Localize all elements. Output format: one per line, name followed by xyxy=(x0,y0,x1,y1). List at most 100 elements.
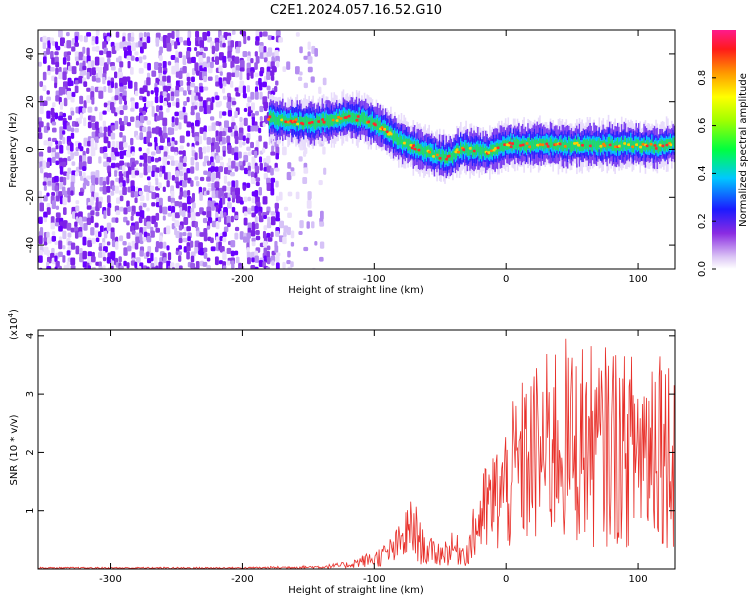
spectrogram-cell xyxy=(114,185,119,194)
spectrogram-cell xyxy=(481,146,483,159)
spectrogram-cell xyxy=(62,245,66,250)
spectrogram-cell xyxy=(146,207,150,212)
spectrogram-cell xyxy=(55,61,60,68)
spectrogram-cell xyxy=(227,157,232,164)
spectrogram-cell xyxy=(215,145,221,153)
spectrogram-cell xyxy=(170,190,175,199)
spectrogram-cell xyxy=(66,55,71,62)
spectrogram-cell xyxy=(95,66,100,72)
spectrogram-cell xyxy=(151,215,157,225)
spectrogram-cell xyxy=(90,185,95,194)
spectrogram-cell xyxy=(43,177,48,183)
spectrogram-cell xyxy=(150,156,155,162)
spectrogram-cell xyxy=(99,50,104,56)
spectrogram-cell xyxy=(46,90,50,95)
y-tick-label: -40 xyxy=(25,237,36,253)
spectrogram-cell xyxy=(135,257,141,263)
spectrogram-cell xyxy=(290,261,294,268)
spectrogram-cell xyxy=(178,201,183,209)
spectrogram-cell xyxy=(83,35,88,43)
spectrogram-cell xyxy=(155,192,160,199)
y-tick-label: 0 xyxy=(25,146,36,152)
spectrogram-cell xyxy=(110,125,116,131)
spectrogram-cell xyxy=(74,56,80,62)
spectrogram-cell xyxy=(170,55,176,60)
spectrogram-cell xyxy=(46,250,51,256)
spectrogram-cell xyxy=(126,162,130,168)
spectrogram-cell xyxy=(86,47,90,56)
spectrogram-cell xyxy=(123,115,129,125)
spectrogram-cell xyxy=(546,145,551,148)
spectrogram-cell xyxy=(496,146,501,150)
spectrogram-cell xyxy=(222,251,227,260)
spectrogram-cell xyxy=(110,232,115,240)
spectrogram-cell xyxy=(218,260,224,265)
spectrogram-cell xyxy=(219,200,223,209)
spectrogram-cell xyxy=(214,37,220,44)
spectrogram-cell xyxy=(215,46,219,52)
spectrogram-cell xyxy=(319,221,325,227)
spectrogram-cell xyxy=(323,167,327,175)
spectrogram-cell xyxy=(155,37,160,44)
spectrogram-cell xyxy=(617,144,622,148)
spectrogram-cell xyxy=(664,140,667,152)
spectrogram-cell xyxy=(222,231,227,237)
spectrogram-cell xyxy=(166,160,170,166)
spectrogram-cell xyxy=(262,31,268,37)
spectrogram-cell xyxy=(110,265,114,269)
spectrogram-cell xyxy=(541,143,545,147)
spectrogram-cell xyxy=(59,195,63,205)
spectrogram-cell xyxy=(54,82,58,89)
spectrogram-cell xyxy=(115,241,119,250)
spectrogram-cell xyxy=(90,147,96,157)
spectrogram-cell xyxy=(616,137,619,150)
spectrogram-cell xyxy=(246,182,251,189)
spectrogram-cell xyxy=(258,127,262,134)
spectrogram-cell xyxy=(47,137,52,142)
spectrogram-cell xyxy=(227,145,232,154)
spectrogram-cell xyxy=(275,180,279,188)
spectrogram-cell xyxy=(111,155,117,161)
spectrogram-cell xyxy=(91,237,96,244)
spectrogram-cell xyxy=(219,82,223,89)
spectrogram-cell xyxy=(158,156,162,162)
spectrogram-cell xyxy=(251,212,256,218)
spectrogram-cell xyxy=(270,211,275,216)
spectrogram-cell xyxy=(59,101,64,110)
spectrogram-cell xyxy=(146,266,150,269)
spectrogram-cell xyxy=(226,202,232,209)
colorbar-ticks: 0.0 0.2 0.4 0.6 0.8 xyxy=(697,70,716,277)
spectrogram-cell xyxy=(222,137,226,145)
spectrogram-cell xyxy=(303,82,308,89)
spectrogram-cell xyxy=(86,147,90,154)
spectrogram-cell xyxy=(247,207,252,215)
spectrogram-cell xyxy=(207,37,213,43)
spectrogram-cell xyxy=(38,151,44,157)
spectrogram-cell xyxy=(59,176,64,183)
spectrogram-cell xyxy=(151,151,156,156)
spectrogram-cell xyxy=(38,216,43,225)
spectrogram-cell xyxy=(166,92,170,102)
x-tick-label: 100 xyxy=(629,274,648,285)
spectrogram-cell xyxy=(78,51,84,61)
spectrogram-cell xyxy=(75,245,80,255)
spectrogram-cell xyxy=(135,211,141,217)
spectrogram-cell xyxy=(250,57,254,64)
spectrogram-cell xyxy=(171,205,175,214)
spectrogram-cell xyxy=(580,141,582,152)
spectrogram-cell xyxy=(107,80,111,86)
spectrogram-cell xyxy=(539,138,541,148)
spectrogram-cell xyxy=(142,55,147,60)
spectrogram-cell xyxy=(203,247,208,253)
spectrogram-cell xyxy=(203,252,208,259)
spectrogram-cell xyxy=(234,146,239,154)
spectrogram-cell xyxy=(178,245,183,250)
spectrogram-cell xyxy=(266,210,270,216)
spectrogram-cell xyxy=(190,110,195,116)
spectrogram-cell xyxy=(74,35,79,44)
spectrogram-cell xyxy=(123,46,128,52)
spectrogram-cell xyxy=(234,226,240,232)
spectrogram-cell xyxy=(50,50,54,60)
spectrogram-cell xyxy=(182,210,186,218)
spectrogram-cell xyxy=(359,114,362,127)
